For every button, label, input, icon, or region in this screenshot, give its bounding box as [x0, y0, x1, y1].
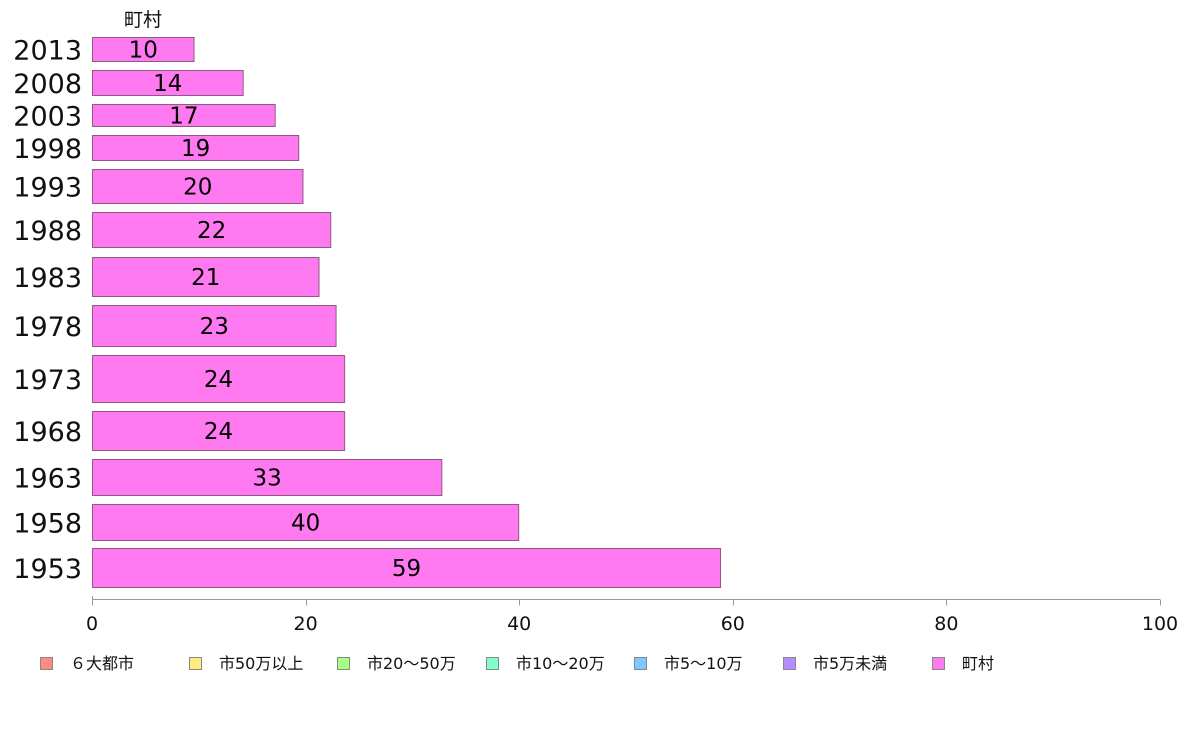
- legend-swatch-2: [337, 657, 350, 670]
- year-label-1968: 1968: [13, 417, 82, 448]
- value-label-1953: 59: [392, 556, 421, 582]
- year-label-1978: 1978: [13, 312, 82, 343]
- bar-2003: [92, 104, 276, 127]
- bar-1988: [92, 212, 332, 248]
- legend-swatch-6: [932, 657, 945, 670]
- value-label-1988: 22: [197, 218, 226, 244]
- legend-label-3: 市10～20万: [516, 654, 605, 673]
- bar-1993: [92, 169, 304, 204]
- value-label-1958: 40: [291, 511, 320, 537]
- bar-1973: [92, 355, 346, 403]
- year-label-1993: 1993: [13, 173, 82, 204]
- year-label-1963: 1963: [13, 464, 82, 495]
- bar-1998: [92, 135, 300, 161]
- legend-swatch-0: [40, 657, 53, 670]
- bar-1958: [92, 504, 520, 541]
- year-label-2013: 2013: [13, 36, 82, 67]
- year-label-1983: 1983: [13, 263, 82, 294]
- year-label-1998: 1998: [13, 134, 82, 165]
- legend-label-1: 市50万以上: [219, 654, 303, 673]
- legend-swatch-4: [634, 657, 647, 670]
- legend-swatch-3: [486, 657, 499, 670]
- year-label-1953: 1953: [13, 554, 82, 585]
- series-title: 町村: [124, 9, 162, 31]
- x-tick-label-100: 100: [1142, 613, 1178, 635]
- bar-1978: [92, 305, 337, 347]
- x-tick-label-80: 80: [934, 613, 958, 635]
- value-label-2003: 17: [169, 104, 198, 130]
- bar-2013: [92, 37, 195, 62]
- legend-swatch-1: [189, 657, 202, 670]
- value-label-1978: 23: [200, 314, 229, 340]
- value-label-1983: 21: [191, 265, 220, 291]
- value-label-2008: 14: [153, 71, 182, 97]
- legend-label-0: ６大都市: [70, 654, 134, 673]
- x-tick-label-40: 40: [507, 613, 531, 635]
- legend: ６大都市 市50万以上 市20～50万 市10～20万 市5～10万 市5万未満 町村: [40, 654, 994, 673]
- bar-1953: [92, 548, 722, 588]
- x-tick-label-60: 60: [721, 613, 745, 635]
- legend-label-2: 市20～50万: [367, 654, 456, 673]
- x-axis: 0 20 40 60 80 100: [86, 596, 1178, 635]
- year-label-1988: 1988: [13, 216, 82, 247]
- bar-1963: [92, 459, 443, 496]
- year-label-1973: 1973: [13, 365, 82, 396]
- value-label-1993: 20: [183, 175, 212, 201]
- legend-label-5: 市5万未満: [813, 654, 887, 673]
- value-label-1968: 24: [204, 419, 233, 445]
- x-tick-label-0: 0: [86, 613, 98, 635]
- bar-2008: [92, 70, 244, 96]
- value-label-1998: 19: [181, 136, 210, 162]
- value-label-1973: 24: [204, 367, 233, 393]
- bars-layer: 2013 10 2008 14 2003 17 1998 19 1993 20 1988 22 1983…: [13, 36, 722, 588]
- year-label-2008: 2008: [13, 69, 82, 100]
- year-label-1958: 1958: [13, 509, 82, 540]
- legend-label-6: 町村: [962, 654, 994, 673]
- value-label-2013: 10: [129, 38, 158, 64]
- year-label-2003: 2003: [13, 102, 82, 133]
- value-label-1963: 33: [253, 466, 282, 492]
- x-tick-label-20: 20: [294, 613, 318, 635]
- legend-label-4: 市5～10万: [664, 654, 743, 673]
- bar-1983: [92, 257, 320, 297]
- legend-swatch-5: [783, 657, 796, 670]
- bar-1968: [92, 411, 346, 451]
